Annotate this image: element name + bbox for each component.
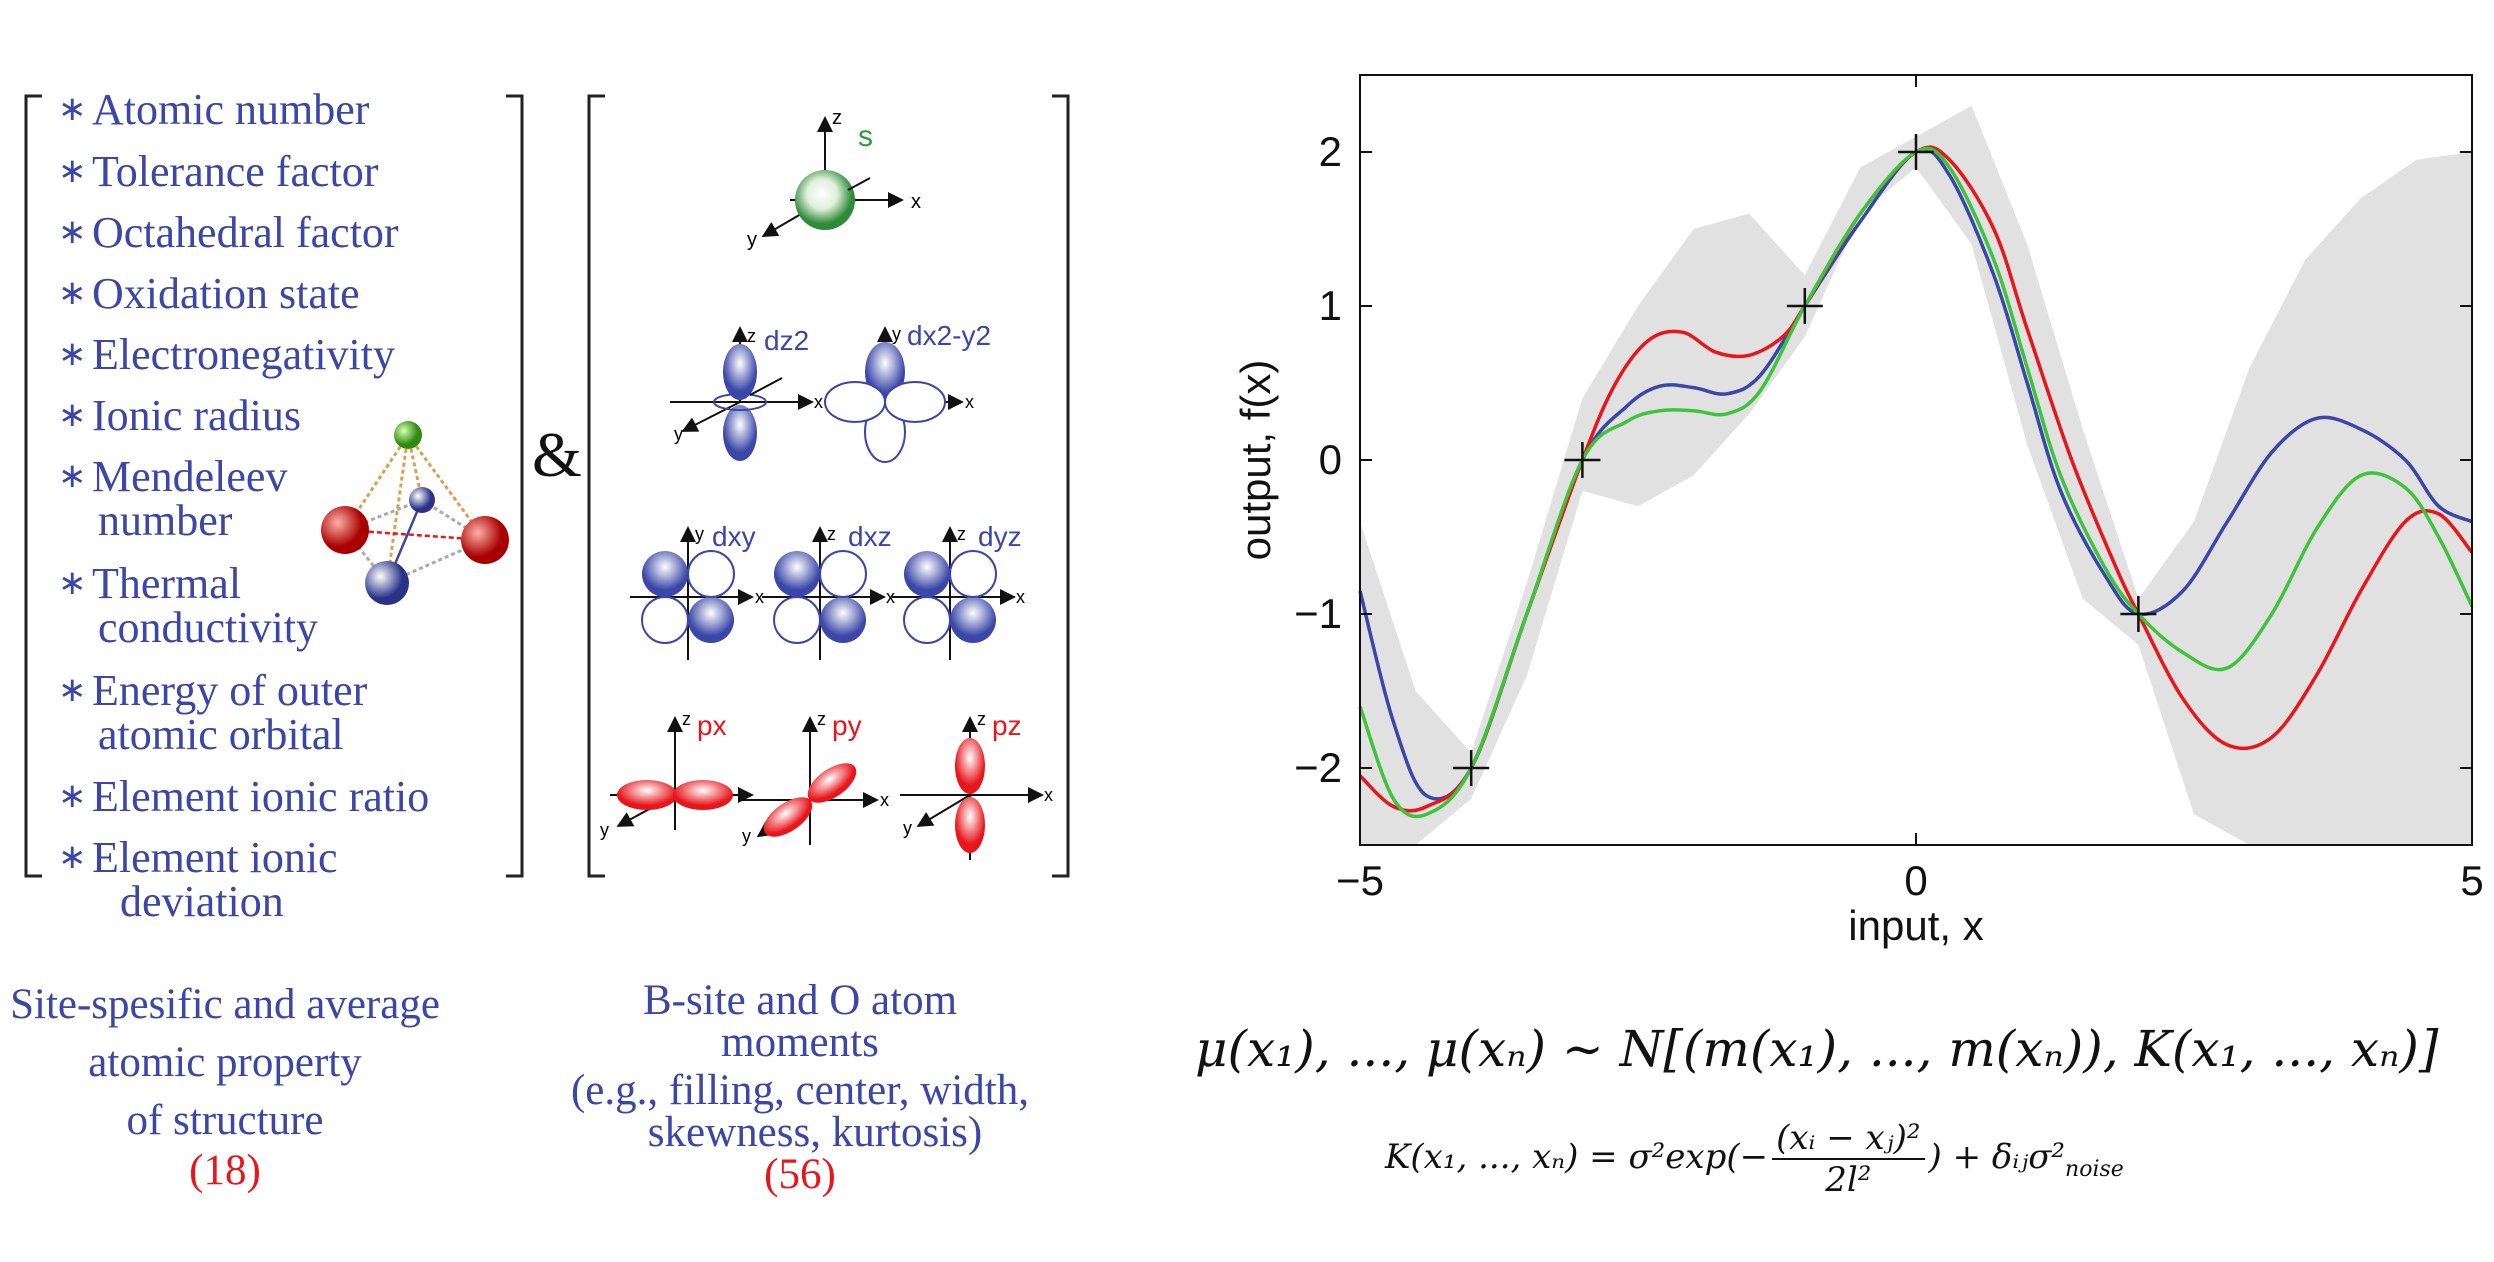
svg-text:dz2: dz2 — [764, 325, 809, 356]
orbital-dyz: x z dyz — [892, 521, 1025, 660]
x-tick-label: 0 — [1904, 857, 1927, 904]
svg-text:px: px — [697, 710, 727, 741]
observation-marker — [1898, 134, 1934, 170]
feature-item: ∗ Element ionic deviation — [58, 833, 338, 926]
feature-item: ∗ Octahedral factor — [58, 208, 399, 257]
octahedral-structure-image — [321, 421, 509, 605]
svg-text:dxz: dxz — [848, 521, 892, 552]
observation-marker — [1786, 288, 1823, 324]
orbital-s: x y z s — [747, 107, 921, 251]
middle-feature-count: (56) — [764, 1151, 836, 1198]
svg-text:z: z — [977, 709, 986, 729]
ampersand: & — [532, 419, 582, 490]
orbital-diagrams: x y z s x y z dz2 x y dx2-y2 x y dx — [600, 107, 1053, 860]
svg-text:z: z — [957, 524, 966, 544]
svg-text:y: y — [892, 324, 901, 344]
orbital-pz: x y z pz — [900, 709, 1053, 860]
observation-marker — [2120, 596, 2157, 632]
feature-item: ∗ Oxidation state — [58, 269, 360, 318]
left-bracket-close — [506, 94, 524, 878]
svg-text:dyz: dyz — [978, 521, 1022, 552]
confidence-band — [1360, 105, 2472, 846]
x-tick-label: 5 — [2460, 857, 2483, 904]
svg-text:pz: pz — [992, 710, 1022, 741]
middle-caption: B-site and O atom moments (e.g., filling… — [540, 979, 1060, 1198]
svg-text:s: s — [858, 120, 873, 153]
svg-text:dx2-y2: dx2-y2 — [907, 320, 991, 351]
observation-marker — [1564, 442, 1601, 478]
svg-text:z: z — [827, 524, 836, 544]
svg-text:z: z — [747, 326, 756, 346]
orbital-dxy: x y dxy — [630, 521, 764, 660]
orbital-py: x y z py — [740, 709, 889, 846]
orbital-dz2: x y z dz2 — [670, 325, 823, 461]
left-caption: Site-spesific and average atomic propert… — [0, 980, 450, 1196]
observation-marker — [1453, 750, 1490, 786]
kernel-formula: K(x₁, ..., xₙ) = σ²exp(− (xᵢ − xⱼ)² 2l² … — [1385, 1118, 2124, 1200]
svg-text:x: x — [880, 790, 889, 810]
y-axis-label: output, f(x) — [1232, 360, 1279, 561]
orbital-bracket-open — [587, 94, 605, 878]
y-tick-label: 2 — [1319, 128, 1342, 175]
svg-text:z: z — [817, 709, 826, 729]
feature-item: ∗ Thermal conductivity — [58, 559, 318, 652]
sample-curve-3 — [1358, 146, 2474, 819]
feature-item: ∗ Energy of outer atomic orbital — [58, 666, 368, 759]
gp-prior-formula: μ(x₁), ..., μ(xₙ) ∼ N[(m(x₁), ..., m(xₙ)… — [1195, 1020, 2439, 1078]
feature-item: ∗ Ionic radius — [58, 391, 301, 440]
svg-text:y: y — [695, 524, 704, 544]
orbital-px: y z px — [600, 709, 754, 840]
orbital-dx2-y2: x y dx2-y2 — [824, 320, 991, 463]
x-axis-label: input, x — [1848, 902, 1983, 949]
orbital-bracket-close — [1052, 94, 1070, 878]
feature-item: ∗ Atomic number — [58, 85, 370, 134]
svg-text:dxy: dxy — [712, 521, 756, 552]
left-feature-count: (18) — [189, 1147, 261, 1194]
svg-text:py: py — [832, 710, 862, 741]
svg-text:y: y — [674, 424, 683, 444]
svg-text:y: y — [747, 229, 757, 251]
svg-text:z: z — [832, 107, 842, 129]
svg-text:y: y — [903, 818, 912, 838]
svg-text:x: x — [755, 587, 764, 607]
svg-text:x: x — [886, 587, 895, 607]
y-tick-label: 0 — [1319, 436, 1342, 483]
feature-item: ∗ Mendeleev number — [58, 452, 288, 545]
y-tick-label: 1 — [1319, 282, 1342, 329]
y-tick-label: −1 — [1294, 590, 1342, 637]
feature-item: ∗ Electronegativity — [58, 330, 395, 379]
svg-text:x: x — [911, 191, 921, 213]
svg-text:x: x — [1044, 785, 1053, 805]
y-tick-label: −2 — [1294, 744, 1342, 791]
svg-text:x: x — [965, 392, 974, 412]
feature-item: ∗ Tolerance factor — [58, 147, 379, 196]
svg-text:x: x — [1016, 587, 1025, 607]
orbital-dxz: x z dxz — [762, 521, 895, 660]
svg-text:z: z — [682, 709, 691, 729]
svg-text:y: y — [600, 820, 609, 840]
svg-text:x: x — [814, 392, 823, 412]
feature-item: ∗ Element ionic ratio — [58, 772, 430, 821]
gp-regression-chart: −5 0 5 2 1 0 −1 −2 input, x output, f(x) — [1232, 74, 2484, 949]
x-tick-label: −5 — [1336, 857, 1384, 904]
left-bracket — [24, 94, 42, 878]
svg-text:y: y — [742, 826, 751, 846]
